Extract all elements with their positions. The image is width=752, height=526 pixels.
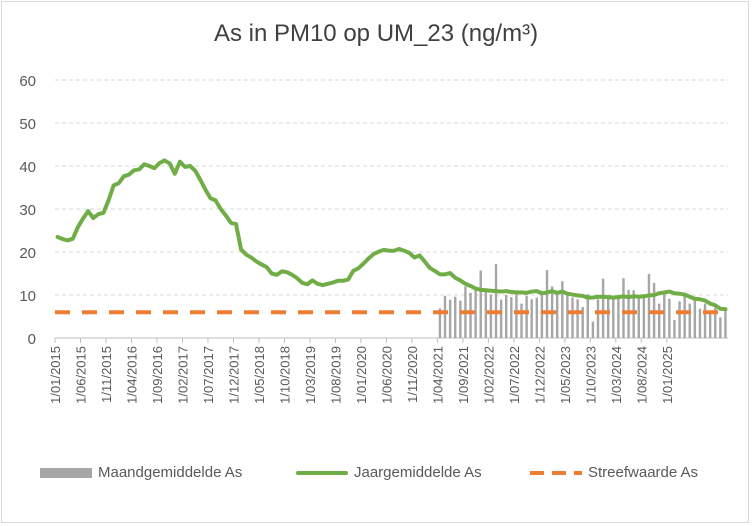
bar-maandgemiddelde	[581, 307, 584, 338]
y-tick-label: 30	[19, 202, 36, 219]
legend-item-maandgemiddelde: Maandgemiddelde As	[40, 464, 242, 481]
bar-maandgemiddelde	[688, 303, 691, 338]
bar-maandgemiddelde	[576, 299, 579, 338]
x-tick-label: 1/05/2023	[558, 346, 573, 404]
x-tick-label: 1/09/2021	[456, 346, 471, 404]
bar-maandgemiddelde	[510, 297, 513, 338]
y-tick-label: 20	[19, 245, 36, 262]
x-tick-label: 1/01/2015	[48, 346, 63, 404]
bar-maandgemiddelde	[606, 295, 610, 338]
legend-label: Jaargemiddelde As	[354, 464, 482, 481]
bar-maandgemiddelde	[489, 294, 493, 338]
x-tick-label: 1/02/2022	[481, 346, 496, 404]
bar-maandgemiddelde	[612, 298, 615, 338]
legend-label: Streefwaarde As	[588, 464, 699, 481]
bar-maandgemiddelde	[673, 319, 676, 338]
x-tick-label: 1/07/2017	[201, 346, 216, 404]
bar-maandgemiddelde	[499, 299, 503, 338]
x-tick-label: 1/04/2016	[124, 346, 139, 404]
legend-label: Maandgemiddelde As	[98, 464, 243, 481]
legend-swatch-dash	[530, 470, 582, 475]
x-tick-label: 1/11/2015	[99, 346, 114, 403]
bar-maandgemiddelde	[556, 291, 559, 338]
x-tick-label: 1/12/2017	[226, 346, 241, 404]
x-tick-label: 1/02/2017	[175, 346, 190, 404]
y-tick-label: 60	[19, 73, 36, 90]
bar-maandgemiddelde	[642, 297, 646, 338]
x-tick-label: 1/03/2024	[609, 346, 624, 404]
bar-maandgemiddelde	[448, 299, 452, 338]
bar-maandgemiddelde	[617, 298, 620, 338]
legend-item-jaargemiddelde: Jaargemiddelde As	[296, 464, 482, 481]
jaargemiddelde-line	[55, 158, 728, 312]
x-tick-label: 1/12/2022	[532, 346, 547, 404]
bar-maandgemiddelde	[484, 290, 488, 338]
x-tick-label: 1/01/2020	[354, 346, 369, 404]
bar-maandgemiddelde	[591, 321, 595, 338]
x-tick-label: 1/08/2019	[328, 346, 343, 404]
bar-maandgemiddelde	[443, 295, 447, 338]
x-tick-label: 1/04/2021	[430, 346, 445, 404]
chart-title: As in PM10 op UM_23 (ng/m³)	[213, 20, 539, 47]
bar-maandgemiddelde	[708, 311, 712, 338]
bar-maandgemiddelde	[515, 294, 518, 338]
bar-maandgemiddelde	[714, 307, 717, 338]
bar-maandgemiddelde	[561, 281, 564, 338]
x-tick-label: 1/08/2024	[634, 346, 649, 404]
bar-maandgemiddelde	[494, 264, 498, 338]
bar-maandgemiddelde	[647, 273, 651, 338]
bar-maandgemiddelde	[469, 292, 472, 338]
bar-maandgemiddelde	[678, 301, 681, 338]
bar-maandgemiddelde	[693, 296, 697, 338]
y-tick-label: 50	[19, 116, 36, 133]
bar-maandgemiddelde	[530, 299, 533, 338]
bar-maandgemiddelde	[703, 303, 707, 338]
bar-maandgemiddelde	[663, 293, 666, 338]
bar-maandgemiddelde	[668, 298, 671, 338]
legend-swatch-line	[296, 470, 348, 475]
bar-maandgemiddelde	[719, 317, 722, 338]
y-tick-label: 10	[19, 288, 36, 305]
bar-maandgemiddelde	[520, 303, 523, 338]
x-tick-label: 1/03/2019	[303, 346, 318, 404]
bar-maandgemiddelde	[454, 296, 457, 338]
x-tick-label: 1/05/2018	[252, 346, 267, 404]
x-tick-label: 1/01/2025	[660, 346, 675, 404]
x-tick-label: 1/09/2016	[150, 346, 165, 404]
bar-maandgemiddelde	[698, 308, 702, 338]
bar-maandgemiddelde	[479, 270, 482, 338]
bar-maandgemiddelde	[637, 295, 640, 338]
bar-maandgemiddelde	[657, 303, 661, 338]
bar-maandgemiddelde	[566, 294, 569, 338]
y-tick-label: 40	[19, 159, 36, 176]
bar-maandgemiddelde	[505, 295, 508, 338]
bar-maandgemiddelde	[601, 278, 605, 338]
x-tick-label: 1/10/2018	[277, 346, 292, 404]
y-tick-label: 0	[28, 331, 36, 348]
chart-legend: Maandgemiddelde As Jaargemiddelde As Str…	[0, 464, 752, 488]
bar-maandgemiddelde	[586, 294, 589, 338]
bar-maandgemiddelde	[540, 293, 544, 338]
bar-maandgemiddelde	[525, 295, 528, 338]
bar-maandgemiddelde	[474, 289, 477, 338]
bar-maandgemiddelde	[545, 270, 549, 338]
bar-maandgemiddelde	[459, 300, 462, 338]
bar-maandgemiddelde	[622, 278, 625, 338]
x-tick-label: 1/07/2022	[507, 346, 522, 404]
bar-maandgemiddelde	[438, 308, 442, 338]
x-tick-label: 1/06/2015	[73, 346, 88, 404]
bar-maandgemiddelde	[683, 294, 686, 338]
legend-swatch-bar	[40, 467, 92, 478]
bar-maandgemiddelde	[596, 299, 600, 338]
x-tick-label: 1/10/2023	[583, 346, 598, 404]
bar-maandgemiddelde	[571, 297, 574, 338]
x-tick-label: 1/06/2020	[379, 346, 394, 404]
legend-item-streefwaarde: Streefwaarde As	[530, 464, 698, 481]
x-tick-label: 1/11/2020	[405, 346, 420, 403]
bar-maandgemiddelde	[724, 310, 727, 338]
bar-maandgemiddelde	[535, 297, 539, 338]
